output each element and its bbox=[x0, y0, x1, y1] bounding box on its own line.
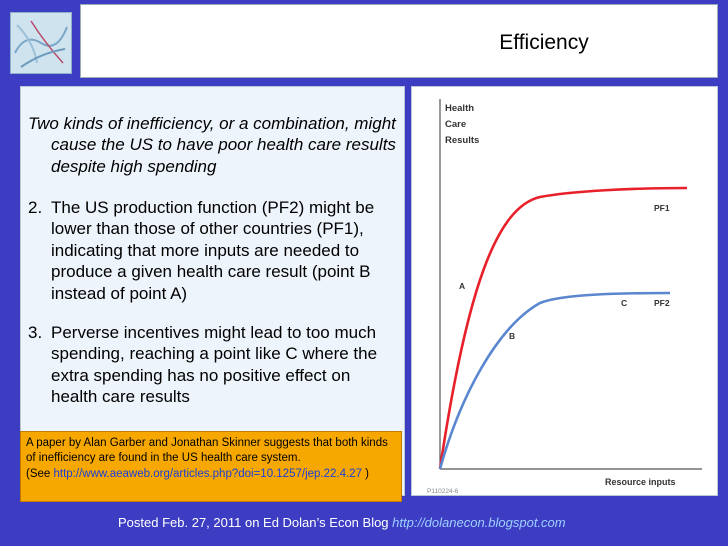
citation-see-prefix: (See bbox=[26, 467, 54, 480]
y-axis-label-line-1: Health bbox=[445, 103, 474, 114]
chart-panel: Health Care Results PF1 PF2 A B C Resour… bbox=[411, 86, 718, 496]
point-3: 3. Perverse incentives might lead to too … bbox=[28, 322, 400, 408]
logo-graphic bbox=[14, 20, 68, 68]
citation-see: (See http://www.aeaweb.org/articles.php?… bbox=[26, 467, 396, 482]
title-bar: Efficiency bbox=[80, 4, 718, 78]
intro-paragraph: Two kinds of inefficiency, or a combinat… bbox=[28, 114, 396, 176]
text-panel: Two kinds of inefficiency, or a combinat… bbox=[20, 86, 405, 496]
footer-link[interactable]: http://dolanecon.blogspot.com bbox=[392, 515, 566, 530]
pf2-label: PF2 bbox=[654, 298, 670, 308]
point-b-label: B bbox=[509, 331, 515, 341]
point-3-number: 3. bbox=[28, 323, 43, 342]
y-axis-label-line-3: Results bbox=[445, 135, 479, 146]
production-function-diagram: Health Care Results PF1 PF2 A B C Resour… bbox=[427, 99, 702, 495]
figure-code: P110224-6 bbox=[427, 488, 459, 495]
point-2-number: 2. bbox=[28, 198, 43, 217]
citation-see-suffix: ) bbox=[361, 467, 370, 480]
x-axis-label: Resource inputs bbox=[605, 477, 676, 487]
citation-text: A paper by Alan Garber and Jonathan Skin… bbox=[26, 437, 388, 465]
point-c-label: C bbox=[621, 298, 627, 308]
point-2: 2. The US production function (PF2) might… bbox=[28, 197, 400, 304]
footer-text: Posted Feb. 27, 2011 on Ed Dolan’s Econ … bbox=[118, 515, 393, 530]
citation-box: A paper by Alan Garber and Jonathan Skin… bbox=[20, 431, 402, 502]
pf1-curve bbox=[438, 186, 688, 470]
point-3-text: Perverse incentives might lead to too mu… bbox=[51, 323, 378, 407]
point-2-text: The US production function (PF2) might b… bbox=[51, 198, 375, 303]
pf2-curve bbox=[438, 291, 671, 470]
citation-link[interactable]: http://www.aeaweb.org/articles.php?doi=1… bbox=[53, 467, 362, 480]
point-a-label: A bbox=[459, 281, 465, 291]
footer: Posted Feb. 27, 2011 on Ed Dolan’s Econ … bbox=[118, 515, 566, 530]
y-axis-label-line-2: Care bbox=[445, 119, 466, 130]
logo-image bbox=[10, 12, 72, 74]
pf1-label: PF1 bbox=[654, 203, 670, 213]
slide-title: Efficiency bbox=[499, 31, 589, 54]
